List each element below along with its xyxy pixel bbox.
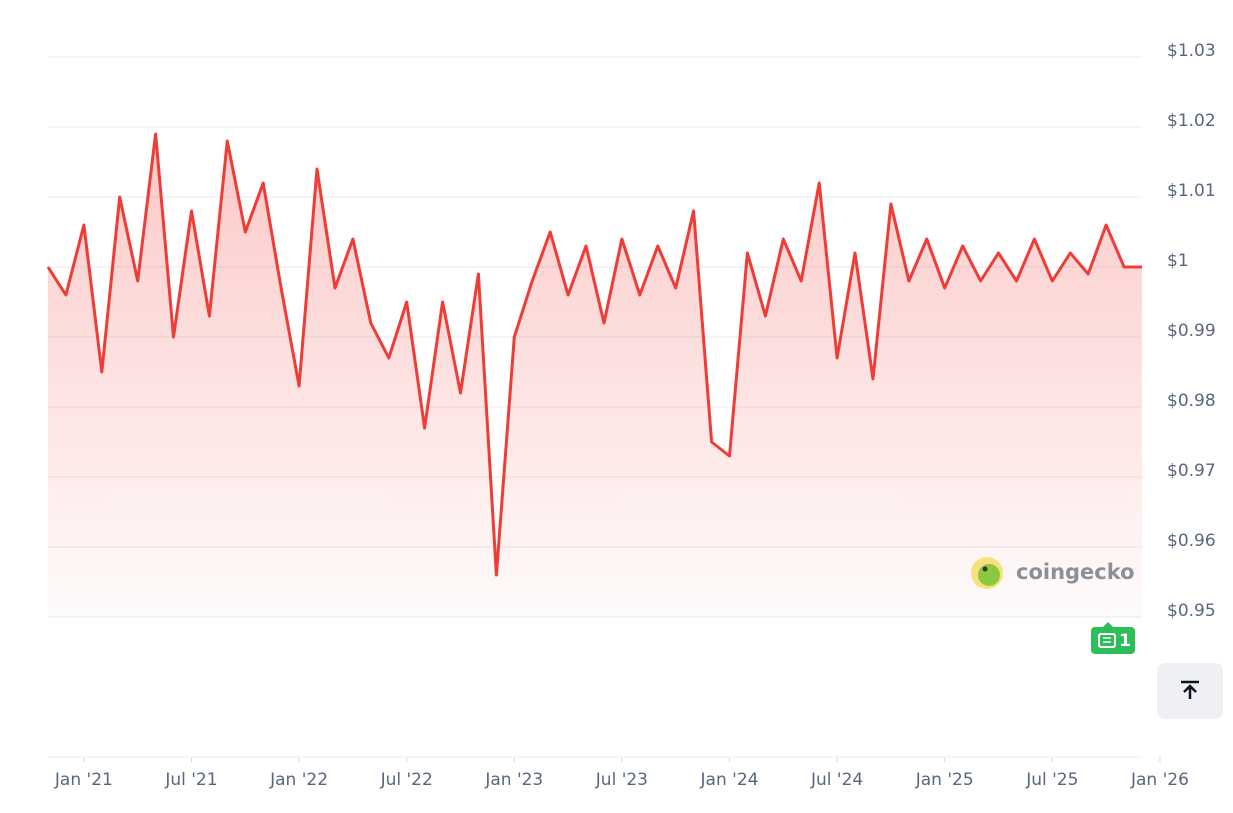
x-tick-label: Jan '21 xyxy=(54,770,113,790)
y-tick-label: $1 xyxy=(1167,251,1189,271)
news-badge[interactable]: 1 xyxy=(1091,622,1135,654)
icon xyxy=(1183,684,1197,699)
badge-count: 1 xyxy=(1119,631,1131,651)
y-tick-label: $0.98 xyxy=(1167,391,1216,411)
logo xyxy=(982,566,988,572)
x-tick-label: Jan '23 xyxy=(484,770,543,790)
watermark: coingecko xyxy=(971,557,1135,589)
price-line xyxy=(46,132,1142,577)
y-tick-label: $0.97 xyxy=(1167,461,1216,481)
y-tick-label: $0.99 xyxy=(1167,321,1216,341)
x-tick-label: Jan '26 xyxy=(1130,770,1189,790)
x-tick-label: Jan '24 xyxy=(700,770,759,790)
y-tick-label: $0.96 xyxy=(1167,531,1216,551)
watermark-text: coingecko xyxy=(1016,560,1135,584)
y-tick-label: $1.01 xyxy=(1167,181,1216,201)
x-tick-label: Jul '23 xyxy=(595,770,648,790)
x-tick-label: Jan '22 xyxy=(269,770,328,790)
logo xyxy=(978,564,1000,586)
plot xyxy=(46,132,1142,617)
x-tick-label: Jan '25 xyxy=(915,770,974,790)
area xyxy=(48,134,1142,617)
news-icon xyxy=(1098,633,1116,648)
scroll-top-button[interactable] xyxy=(1157,663,1223,719)
x-tick-label: Jul '25 xyxy=(1025,770,1078,790)
x-tick-label: Jul '24 xyxy=(810,770,863,790)
badge-tip xyxy=(1103,622,1113,627)
y-tick-label: $1.02 xyxy=(1167,111,1216,131)
y-tick-label: $1.03 xyxy=(1167,41,1216,61)
y-tick-label: $0.95 xyxy=(1167,601,1216,621)
x-tick-label: Jul '22 xyxy=(380,770,433,790)
x-tick-label: Jul '21 xyxy=(164,770,217,790)
